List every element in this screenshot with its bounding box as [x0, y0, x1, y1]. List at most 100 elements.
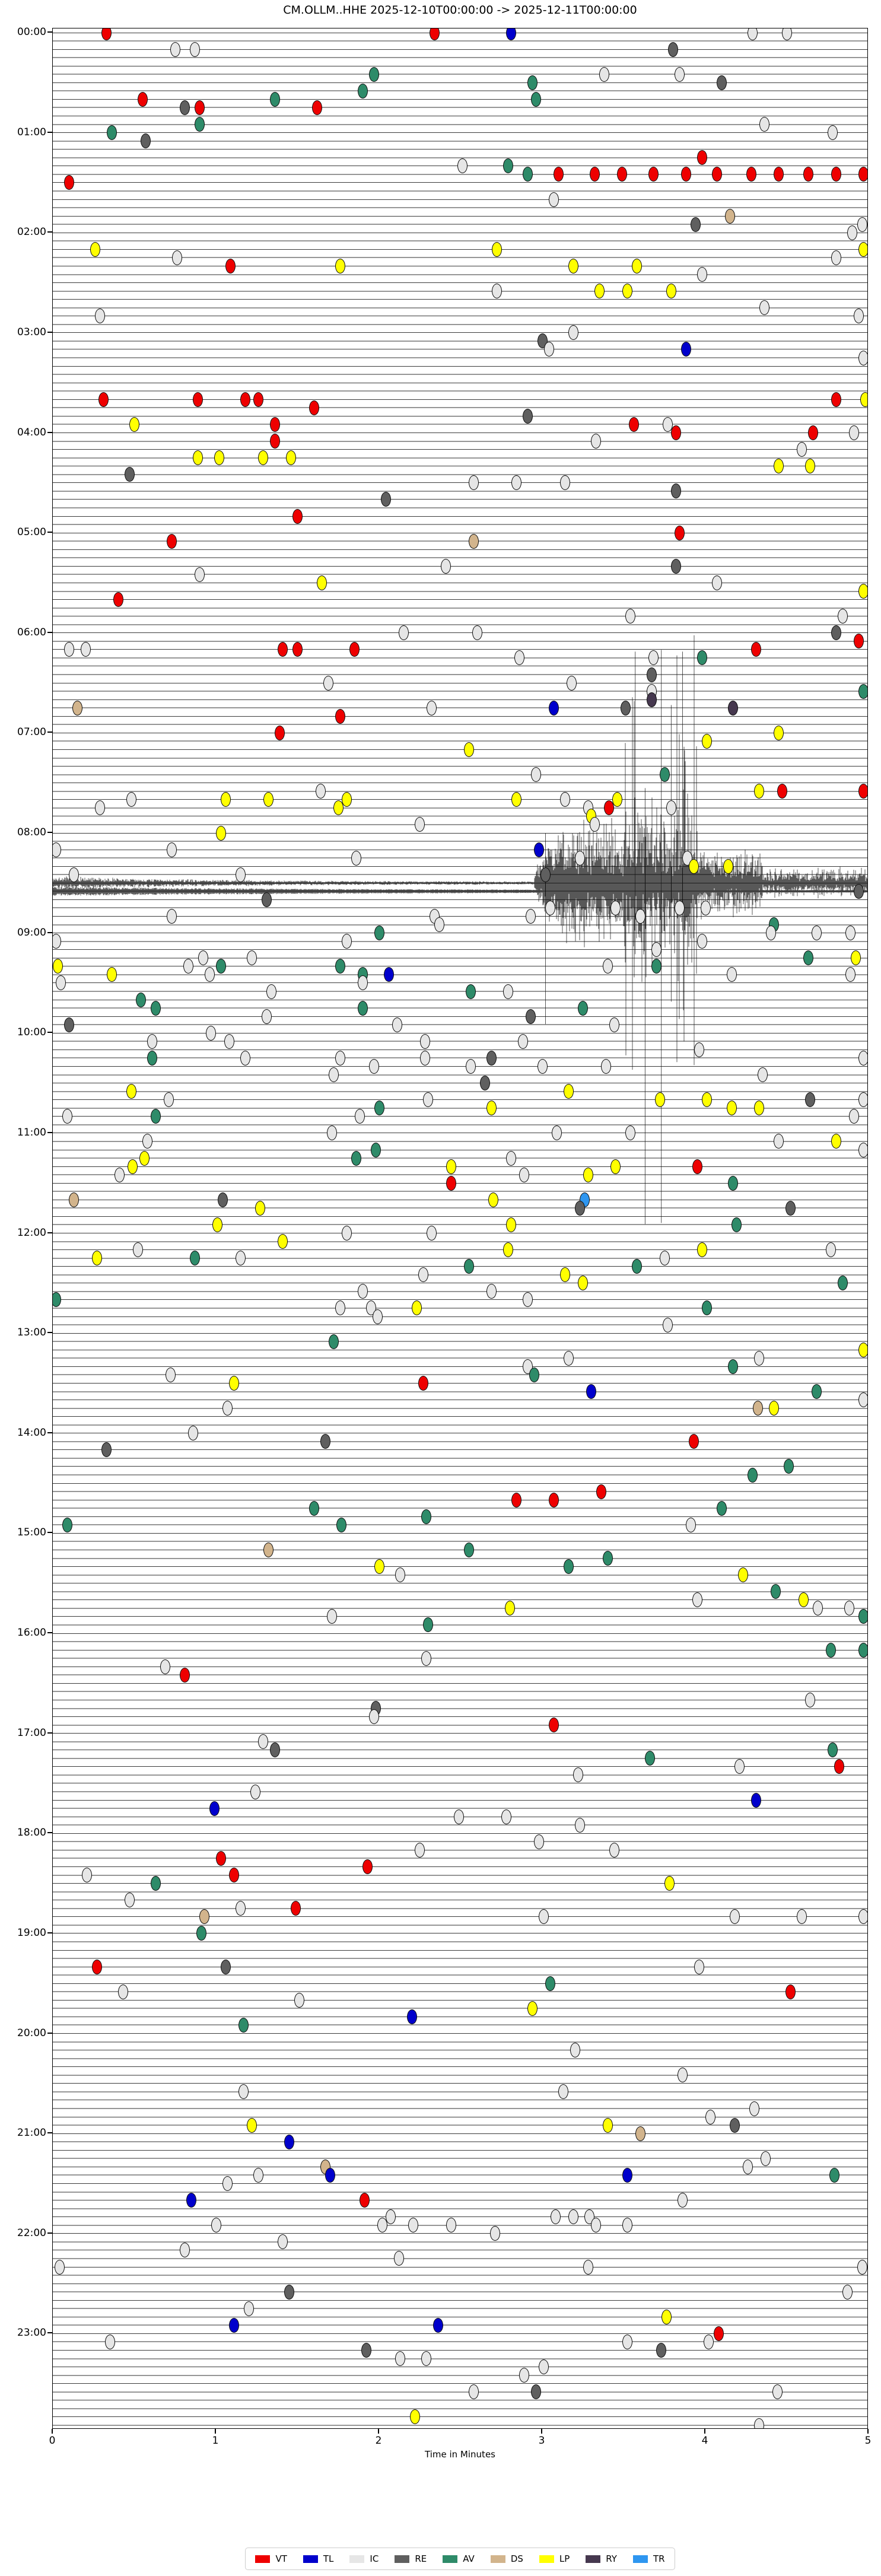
trace-row [53, 1483, 867, 1484]
event-marker-lp [612, 792, 622, 807]
event-marker-re [804, 1092, 815, 1108]
hour-label: 05:00 [17, 526, 46, 539]
y-tick [47, 431, 52, 433]
event-marker-av [770, 1584, 781, 1599]
event-marker-ic [385, 2209, 396, 2225]
trace-row [53, 640, 867, 642]
trace-row [53, 957, 867, 959]
event-marker-ic [115, 1167, 125, 1182]
event-marker-ic [539, 1909, 549, 1925]
event-marker-lp [463, 742, 474, 757]
trace-row [53, 2091, 867, 2092]
trace-row [53, 1716, 867, 1718]
event-marker-ic [224, 1033, 234, 1049]
event-marker-ic [826, 1242, 837, 1258]
event-marker-re [284, 2284, 295, 2300]
trace-row [53, 1207, 867, 1209]
trace-row [53, 1357, 867, 1359]
event-marker-ic [537, 1058, 548, 1074]
trace-row [53, 2074, 867, 2076]
trace-row [53, 657, 867, 659]
event-marker-av [645, 1751, 655, 1766]
event-marker-ic [692, 1592, 702, 1608]
seismic-waveform [53, 635, 867, 1225]
event-marker-ic [180, 2243, 190, 2258]
event-marker-ic [749, 2101, 759, 2116]
event-marker-lp [689, 858, 699, 874]
event-marker-lp [129, 416, 139, 432]
event-marker-ic [165, 1367, 176, 1382]
event-marker-ic [395, 2351, 406, 2367]
trace-row [53, 1691, 867, 1693]
trace-row [53, 57, 867, 59]
event-marker-ic [552, 1125, 562, 1141]
event-marker-av [702, 1300, 713, 1316]
trace-row [53, 1707, 867, 1709]
event-marker-ic [53, 934, 61, 949]
event-marker-av [748, 1467, 758, 1483]
event-marker-ic [858, 350, 867, 365]
x-tick-label: 4 [701, 2435, 708, 2447]
event-marker-ic [502, 984, 513, 999]
trace-row [53, 1983, 867, 1984]
event-marker-av [150, 1000, 161, 1016]
trace-row [53, 440, 867, 442]
event-marker-lp [90, 241, 100, 257]
y-tick [47, 231, 52, 233]
event-marker-ic [434, 917, 445, 933]
trace-row [53, 1624, 867, 1626]
event-marker-av [374, 1101, 384, 1116]
legend-swatch-ds [490, 2555, 505, 2563]
trace-row [53, 691, 867, 692]
legend-label: IC [370, 2553, 379, 2564]
event-marker-vt [777, 784, 787, 799]
event-marker-ic [858, 1142, 867, 1157]
event-marker-vt [137, 91, 148, 107]
hour-label: 01:00 [17, 126, 46, 138]
event-marker-ic [674, 66, 685, 82]
trace-row [53, 182, 867, 183]
event-marker-av [502, 158, 513, 174]
event-marker-tl [228, 2317, 239, 2333]
event-marker-ds [199, 1909, 210, 1925]
event-marker-lp [602, 2117, 613, 2133]
trace-row [53, 1974, 867, 1976]
legend-label: VT [275, 2553, 287, 2564]
event-marker-ic [511, 475, 521, 491]
event-marker-ic [844, 1601, 854, 1616]
event-marker-vt [101, 28, 112, 40]
trace-row [53, 2033, 867, 2034]
event-marker-re [717, 75, 727, 90]
legend-item-re: RE [395, 2553, 427, 2564]
trace-row [53, 1566, 867, 1567]
event-marker-av [602, 1551, 613, 1566]
event-marker-lp [664, 1876, 675, 1891]
trace-row [53, 1757, 867, 1759]
hour-label: 22:00 [17, 2227, 46, 2239]
event-marker-ic [419, 1050, 430, 1066]
event-marker-lp [858, 1342, 867, 1357]
legend-label: RE [415, 2553, 427, 2564]
y-tick [47, 31, 52, 33]
event-marker-ic [354, 1109, 365, 1124]
event-marker-ic [622, 2218, 632, 2233]
event-marker-ic [625, 609, 635, 624]
event-marker-ic [567, 675, 577, 691]
event-marker-vt [446, 1175, 456, 1191]
event-marker-vt [774, 167, 784, 182]
event-marker-lp [622, 284, 632, 299]
figure-title: CM.OLLM..HHE 2025-12-10T00:00:00 -> 2025… [283, 4, 637, 17]
trace-row [53, 715, 867, 717]
event-marker-tl [534, 842, 544, 857]
event-marker-lp [726, 1101, 737, 1116]
trace-row [53, 632, 867, 634]
event-marker-ic [171, 250, 182, 265]
event-marker-av [578, 1000, 589, 1016]
event-marker-av [421, 1509, 432, 1524]
trace-row [53, 2291, 867, 2293]
trace-row [53, 949, 867, 950]
event-marker-ic [501, 1809, 511, 1824]
event-marker-ic [491, 284, 502, 299]
event-marker-vt [215, 1850, 226, 1866]
event-marker-ic [700, 900, 711, 915]
